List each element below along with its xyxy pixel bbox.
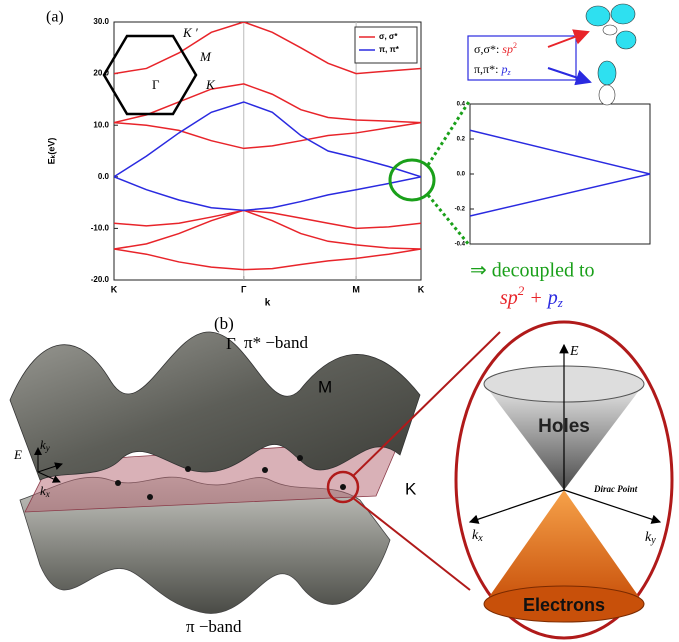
- axis-label: E: [569, 344, 579, 359]
- text: sp: [500, 287, 518, 309]
- x-tick-label: K: [111, 284, 118, 294]
- bz-label: M: [199, 49, 212, 64]
- text: π,π*:: [474, 62, 501, 76]
- plot-frame: [470, 104, 650, 244]
- zoom-line: [428, 195, 470, 246]
- gamma-label: Γ: [226, 334, 236, 353]
- point-label: K: [405, 479, 417, 498]
- inset-chart: 0.4 0.2 0.0 -0.2 -0.4: [455, 102, 650, 248]
- axis-label: E: [13, 447, 22, 462]
- text: 2: [513, 41, 517, 50]
- y-tick-label: 0.4: [457, 102, 466, 108]
- x-tick-label: Γ: [241, 284, 247, 294]
- zoom-line: [428, 100, 470, 165]
- legend-label: σ, σ*: [379, 32, 398, 41]
- y-tick-label: -0.4: [455, 242, 466, 248]
- y-tick-label: -10.0: [91, 224, 110, 233]
- decoupled-formula: sp2 + pz: [500, 283, 563, 310]
- y-axis-label: Eₖ(eV): [46, 138, 56, 165]
- figure: 30.020.010.00.0-10.0-20.0KΓMKσ, σ*π, π*k…: [0, 0, 679, 642]
- text: y: [45, 443, 50, 453]
- text: y: [650, 535, 656, 546]
- text: +: [524, 287, 548, 309]
- text: sp: [502, 42, 513, 56]
- y-tick-label: 0.2: [457, 137, 466, 143]
- bz-label: K ′: [182, 25, 198, 40]
- text: p: [500, 62, 507, 76]
- y-tick-label: 10.0: [93, 120, 109, 129]
- text: z: [557, 295, 563, 310]
- band-label: π* −band: [244, 333, 308, 352]
- y-tick-label: -20.0: [91, 275, 110, 284]
- x-tick-label: K: [418, 284, 425, 294]
- x-tick-label: M: [352, 284, 360, 294]
- x-axis-label: k: [265, 298, 271, 309]
- bz-label: K: [205, 77, 216, 92]
- text: x: [477, 533, 483, 544]
- point-label: M: [318, 377, 332, 396]
- legend-label: π, π*: [379, 45, 400, 54]
- panel-label: (a): [46, 9, 64, 26]
- orbital-pi: π,π*: pz: [474, 62, 511, 77]
- pz-orbital: [598, 61, 616, 105]
- y-tick-label: 30.0: [93, 17, 109, 26]
- y-tick-label: 0.0: [457, 172, 466, 178]
- cone-label: Electrons: [523, 595, 605, 615]
- cone-label: Holes: [538, 416, 590, 437]
- decoupled-text: ⇒ decoupled to: [470, 260, 595, 282]
- band-label: π −band: [186, 617, 242, 636]
- text: σ,σ*:: [474, 42, 502, 56]
- text: p: [546, 287, 558, 309]
- y-tick-label: 0.0: [98, 172, 110, 181]
- panel-label: (b): [214, 314, 234, 333]
- sp2-orbital: [586, 4, 636, 49]
- y-tick-label: -0.2: [455, 207, 466, 213]
- dirac-point-label: Dirac Point: [593, 484, 638, 494]
- orbital-sigma: σ,σ*: sp2: [474, 41, 517, 56]
- text: x: [45, 489, 50, 499]
- bz-label: Γ: [152, 77, 160, 92]
